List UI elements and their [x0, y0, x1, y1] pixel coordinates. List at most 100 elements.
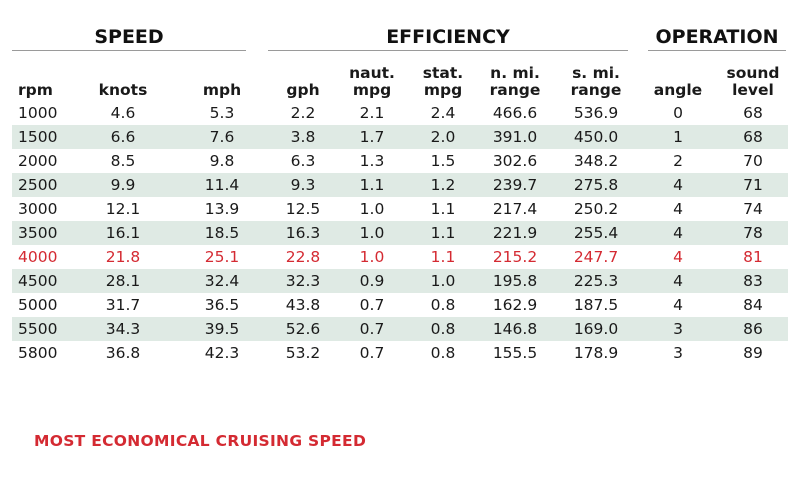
table-cell: 70 [743, 152, 763, 170]
table-cell: 1.1 [430, 248, 456, 266]
table-row: 1500 6.6 7.6 3.8 1.7 2.0 391.0 450.0 1 68 [12, 125, 788, 149]
table-cell: 9.3 [272, 173, 334, 197]
table-cell: 4 [638, 221, 718, 245]
table-cell: 13.9 [204, 200, 240, 218]
table-cell: 84 [743, 296, 763, 314]
table-row: 1000 4.6 5.3 2.2 2.1 2.4 466.6 536.9 0 68 [12, 101, 788, 125]
table-cell: 81 [743, 248, 763, 266]
table-cell: 18.5 [172, 221, 272, 245]
table-cell: 2.1 [359, 104, 385, 122]
header-row: rpm knots mph gph naut. mpg stat. mpg n. mi. rang… [12, 55, 788, 101]
table-cell: 1.1 [430, 200, 456, 218]
table-cell: 86 [718, 317, 788, 341]
table-cell: 1 [638, 125, 718, 149]
table-cell: 536.9 [573, 104, 619, 122]
table-cell: 5.3 [209, 104, 235, 122]
table-cell: 36.8 [105, 344, 141, 362]
column-header-label: level [732, 81, 774, 99]
table-cell: 195.8 [476, 269, 554, 293]
table-cell: 16.3 [272, 221, 334, 245]
table-cell: 1.5 [430, 152, 456, 170]
table-cell: 32.3 [272, 269, 334, 293]
table-cell: 43.8 [285, 296, 321, 314]
table-header: rpm knots mph gph naut. mpg stat. mpg n. mi. rang… [12, 55, 788, 101]
table-cell: 221.9 [476, 221, 554, 245]
table-cell: 1.1 [410, 221, 476, 245]
table-cell: 0.8 [410, 317, 476, 341]
column-header: sound level [718, 55, 788, 101]
table-cell: 1.7 [334, 125, 410, 149]
column-header-label: n. mi. [490, 64, 540, 82]
column-header: stat. mpg [410, 55, 476, 101]
table-cell: 275.8 [554, 173, 638, 197]
table-row: 3000 12.1 13.9 12.5 1.0 1.1 217.4 250.2 4 74 [12, 197, 788, 221]
table-cell: 9.9 [74, 173, 172, 197]
table-cell: 83 [718, 269, 788, 293]
table-cell: 4 [673, 296, 683, 314]
column-header: n. mi. range [476, 55, 554, 101]
table-cell: 0 [673, 104, 683, 122]
table-cell: 3.8 [272, 125, 334, 149]
table-cell: 2 [673, 152, 683, 170]
table-cell: 1000 [18, 104, 58, 122]
table-cell: 25.1 [204, 248, 240, 266]
table-cell: 7.6 [172, 125, 272, 149]
table-cell: 6.6 [74, 125, 172, 149]
table-cell: 53.2 [285, 344, 321, 362]
table-cell: 250.2 [573, 200, 619, 218]
table-cell: 0.7 [359, 344, 385, 362]
table-cell: 71 [718, 173, 788, 197]
table-cell: 16.1 [74, 221, 172, 245]
table-cell: 9.8 [209, 152, 235, 170]
table-cell: 3500 [12, 221, 74, 245]
table-cell: 1.1 [334, 173, 410, 197]
table-cell: 4.6 [110, 104, 136, 122]
table-cell: 3000 [18, 200, 58, 218]
table-cell: 28.1 [74, 269, 172, 293]
table-cell: 0.9 [334, 269, 410, 293]
table-cell: 4500 [12, 269, 74, 293]
table-row: 4000 21.8 25.1 22.8 1.0 1.1 215.2 247.7 4 81 [12, 245, 788, 269]
table-cell: 5000 [18, 296, 58, 314]
group-header-speed: SPEED [12, 26, 246, 51]
table-cell: 348.2 [573, 152, 619, 170]
table-cell: 36.5 [204, 296, 240, 314]
column-header-label: naut. [349, 64, 395, 82]
column-header-label: gph [286, 81, 320, 99]
table-cell: 1.0 [334, 221, 410, 245]
table-row: 4500 28.1 32.4 32.3 0.9 1.0 195.8 225.3 4 83 [12, 269, 788, 293]
table-cell: 4000 [18, 248, 58, 266]
table-cell: 169.0 [554, 317, 638, 341]
table-cell: 225.3 [554, 269, 638, 293]
table-cell: 4 [673, 248, 683, 266]
table-cell: 3 [673, 344, 683, 362]
table-cell: 74 [743, 200, 763, 218]
table-cell: 89 [743, 344, 763, 362]
table-cell: 34.3 [74, 317, 172, 341]
table-cell: 155.5 [492, 344, 538, 362]
table-cell: 0.7 [359, 296, 385, 314]
table-cell: 239.7 [476, 173, 554, 197]
column-header-label: angle [653, 81, 703, 99]
column-header-label: knots [98, 81, 148, 99]
table-cell: 4 [638, 269, 718, 293]
table-cell: 8.5 [110, 152, 136, 170]
group-header-efficiency: EFFICIENCY [268, 26, 628, 51]
table-cell: 1.0 [359, 248, 385, 266]
table-cell: 217.4 [492, 200, 538, 218]
table-row: 5000 31.7 36.5 43.8 0.7 0.8 162.9 187.5 4 84 [12, 293, 788, 317]
table-cell: 4 [638, 173, 718, 197]
table-cell: 12.1 [105, 200, 141, 218]
table-cell: 78 [718, 221, 788, 245]
table-cell: 0.8 [430, 344, 456, 362]
table-cell: 1.0 [410, 269, 476, 293]
table-cell: 3 [638, 317, 718, 341]
column-header: knots [74, 55, 172, 101]
table-cell: 0.7 [334, 317, 410, 341]
column-header-label: range [489, 81, 541, 99]
column-header: naut. mpg [334, 55, 410, 101]
table-cell: 1.2 [410, 173, 476, 197]
column-header: rpm [12, 55, 74, 101]
column-header-label: mph [202, 81, 242, 99]
table-cell: 187.5 [573, 296, 619, 314]
